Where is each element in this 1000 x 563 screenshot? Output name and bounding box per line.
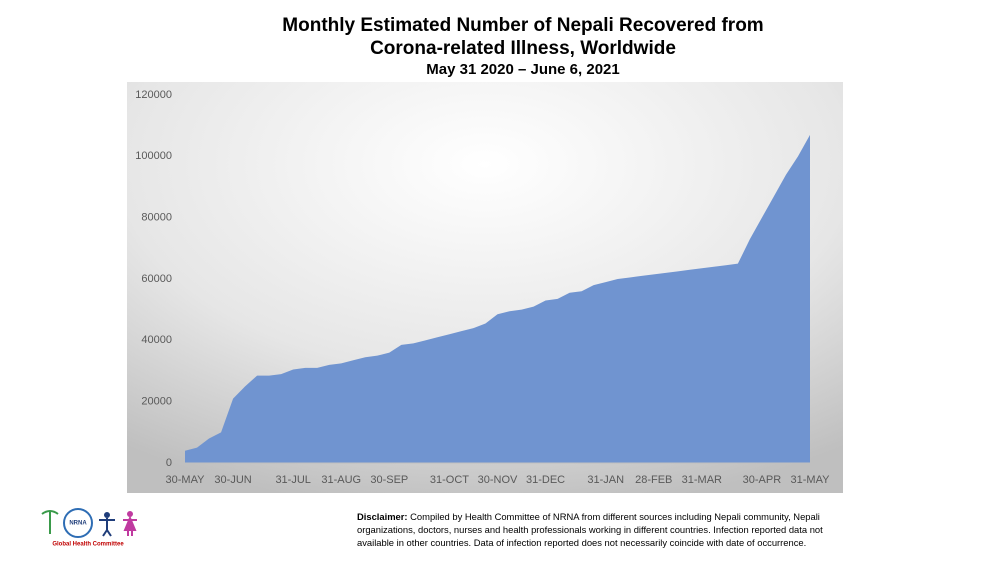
chart-subtitle: May 31 2020 – June 6, 2021 <box>426 61 620 78</box>
x-tick-label: 31-JAN <box>587 474 624 486</box>
x-tick-label: 30-MAY <box>166 474 206 486</box>
y-tick-label: 0 <box>166 457 172 469</box>
logo-figure <box>104 512 110 518</box>
y-tick-label: 40000 <box>141 334 172 346</box>
x-tick-label: 31-MAY <box>791 474 831 486</box>
y-tick-label: 120000 <box>135 89 172 101</box>
logo-figure <box>123 515 137 536</box>
x-tick-label: 30-JUN <box>214 474 251 486</box>
logo-text: NRNA <box>69 521 87 527</box>
x-tick-label: 31-JUL <box>275 474 310 486</box>
disclaimer: Disclaimer: Compiled by Health Committee… <box>357 510 847 549</box>
y-tick-label: 20000 <box>141 396 172 408</box>
area <box>185 134 810 463</box>
x-tick-label: 30-APR <box>743 474 782 486</box>
x-tick-label: 31-DEC <box>526 474 565 486</box>
x-tick-label: 31-MAR <box>682 474 722 486</box>
y-tick-label: 80000 <box>141 212 172 224</box>
y-tick-label: 100000 <box>135 150 172 162</box>
x-tick-label: 31-OCT <box>430 474 469 486</box>
logo-caduceus <box>41 510 59 534</box>
disclaimer-text: Compiled by Health Committee of NRNA fro… <box>357 511 823 548</box>
x-tick-label: 31-AUG <box>321 474 361 486</box>
x-tick-label: 30-NOV <box>478 474 518 486</box>
x-tick-label: 28-FEB <box>635 474 672 486</box>
chart-title: Monthly Estimated Number of Nepali Recov… <box>282 15 764 59</box>
logo: NRNA Global Health Committee <box>41 508 137 548</box>
y-tick-label: 60000 <box>141 273 172 285</box>
disclaimer-label: Disclaimer: <box>357 511 408 522</box>
logo-figure <box>127 511 133 517</box>
logo-circle <box>63 508 93 538</box>
x-tick-label: 30-SEP <box>370 474 408 486</box>
logo-caption: Global Health Committee <box>52 542 124 548</box>
logo-figure <box>99 518 115 537</box>
